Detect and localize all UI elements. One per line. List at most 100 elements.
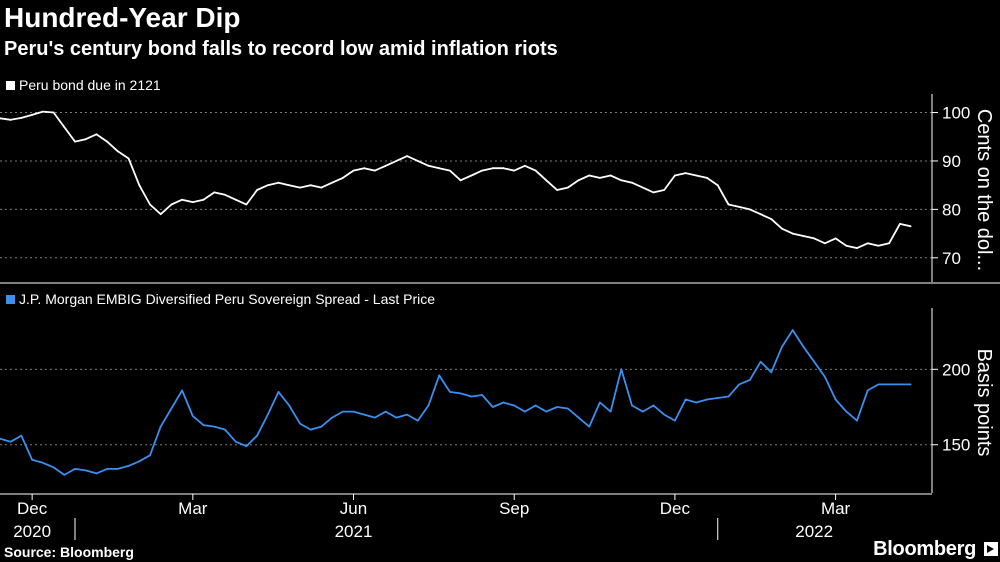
data-point-bond-60 <box>641 186 644 189</box>
data-point-spread-31 <box>331 416 333 419</box>
data-point-spread-44 <box>470 395 473 398</box>
data-point-spread-34 <box>363 413 366 416</box>
data-point-spread-3 <box>31 458 33 461</box>
data-point-spread-54 <box>577 416 580 419</box>
data-point-bond-40 <box>427 164 430 167</box>
data-point-bond-71 <box>759 213 762 216</box>
data-point-bond-67 <box>716 184 719 187</box>
data-point-bond-76 <box>813 237 816 240</box>
data-point-bond-53 <box>566 186 569 189</box>
data-point-spread-62 <box>663 413 666 416</box>
data-point-spread-7 <box>74 468 76 470</box>
data-point-spread-76 <box>813 360 816 363</box>
data-point-bond-30 <box>320 186 323 189</box>
data-point-bond-15 <box>159 213 162 216</box>
data-point-bond-78 <box>834 237 837 240</box>
data-point-bond-80 <box>856 247 858 250</box>
y-tick-label-bond-70: 70 <box>942 249 961 268</box>
data-point-spread-53 <box>566 407 569 410</box>
data-point-bond-84 <box>899 223 901 225</box>
data-point-bond-50 <box>534 169 537 172</box>
data-point-bond-26 <box>277 181 280 184</box>
data-point-bond-3 <box>31 114 33 116</box>
data-point-spread-60 <box>641 410 644 413</box>
data-point-spread-83 <box>888 383 890 386</box>
data-point-spread-14 <box>149 454 151 457</box>
data-point-bond-69 <box>738 206 741 208</box>
legend-label-bond: Peru bond due in 2121 <box>19 77 161 93</box>
y-tick-label-spread-200: 200 <box>942 360 970 379</box>
data-point-spread-22 <box>234 440 237 443</box>
data-point-bond-43 <box>459 179 462 182</box>
data-point-bond-19 <box>202 198 205 201</box>
data-point-bond-22 <box>234 198 237 201</box>
chart-subtitle: Peru's century bond falls to record low … <box>4 38 558 60</box>
data-point-spread-52 <box>556 406 558 408</box>
data-point-spread-40 <box>427 404 430 407</box>
data-point-bond-36 <box>384 164 387 167</box>
series-line-spread <box>0 329 911 476</box>
data-point-bond-79 <box>845 244 848 247</box>
legend-spread: J.P. Morgan EMBIG Diversified Peru Sover… <box>6 291 435 307</box>
data-point-spread-70 <box>749 379 751 381</box>
x-year-label-1: 2021 <box>335 522 373 541</box>
data-point-spread-82 <box>877 383 880 386</box>
data-point-spread-63 <box>674 419 676 422</box>
data-point-spread-67 <box>716 397 719 399</box>
brand-logo-text: Bloomberg <box>873 538 976 560</box>
data-point-spread-73 <box>781 345 783 348</box>
data-point-spread-23 <box>245 445 248 448</box>
data-point-spread-27 <box>288 404 291 407</box>
data-point-bond-66 <box>706 177 708 179</box>
data-point-spread-71 <box>759 360 762 363</box>
data-point-spread-46 <box>491 406 494 408</box>
data-point-spread-42 <box>449 391 451 393</box>
data-point-spread-84 <box>899 383 901 386</box>
data-point-bond-52 <box>556 189 558 191</box>
data-point-spread-37 <box>395 416 398 419</box>
data-point-spread-79 <box>845 410 848 413</box>
data-point-spread-33 <box>352 410 355 413</box>
data-point-spread-15 <box>159 425 162 428</box>
data-point-spread-13 <box>138 460 141 463</box>
data-point-bond-17 <box>181 198 184 201</box>
data-point-bond-44 <box>470 174 473 177</box>
data-point-spread-5 <box>52 466 55 469</box>
legend-label-spread: J.P. Morgan EMBIG Diversified Peru Sover… <box>19 291 436 307</box>
y-tick-label-spread-150: 150 <box>942 436 970 455</box>
data-point-bond-46 <box>491 167 494 170</box>
data-point-bond-5 <box>52 111 55 114</box>
data-point-bond-18 <box>191 201 194 204</box>
data-point-spread-21 <box>224 428 226 431</box>
data-point-spread-45 <box>481 394 483 396</box>
data-point-bond-33 <box>352 169 355 172</box>
data-point-bond-37 <box>395 160 398 162</box>
data-point-bond-8 <box>84 138 87 141</box>
data-point-bond-24 <box>256 189 258 191</box>
data-point-bond-75 <box>802 235 805 237</box>
y-tick-label-bond-100: 100 <box>942 104 970 123</box>
data-point-bond-38 <box>406 155 408 158</box>
data-point-spread-64 <box>684 398 687 401</box>
data-point-bond-42 <box>449 169 451 172</box>
data-point-bond-56 <box>599 177 601 179</box>
y-axis-title-bond: Cents on the dol... <box>973 109 995 271</box>
data-point-bond-73 <box>781 227 783 230</box>
x-year-label-2: 2022 <box>795 522 833 541</box>
data-point-spread-19 <box>202 424 205 426</box>
legend-swatch-spread <box>6 294 15 304</box>
data-point-spread-57 <box>609 410 612 413</box>
y-tick-label-bond-80: 80 <box>942 200 961 219</box>
data-point-spread-75 <box>802 345 805 348</box>
x-tick-label-3: Sep <box>499 499 529 518</box>
data-point-spread-6 <box>63 474 66 476</box>
data-point-bond-83 <box>888 242 890 245</box>
data-point-bond-23 <box>245 203 248 206</box>
data-point-spread-2 <box>20 434 23 437</box>
data-point-bond-9 <box>95 133 98 136</box>
data-point-spread-77 <box>824 376 826 378</box>
data-point-bond-6 <box>63 126 66 128</box>
source-note: Source: Bloomberg <box>4 544 134 560</box>
data-point-spread-25 <box>266 413 269 416</box>
